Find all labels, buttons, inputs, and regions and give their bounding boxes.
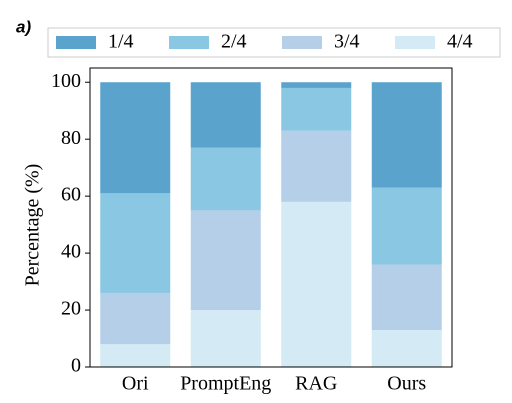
- plot-frame: [89, 67, 453, 368]
- x-tick-label: Ours: [387, 373, 426, 395]
- x-tick-label: Ori: [122, 373, 149, 395]
- y-tick-label: 0: [71, 355, 81, 377]
- bar-segment: [371, 264, 442, 330]
- x-tick-label: RAG: [295, 373, 337, 395]
- legend-label: 1/4: [108, 31, 134, 53]
- y-tick-label: 20: [61, 298, 81, 320]
- legend-label: 2/4: [221, 31, 247, 53]
- legend-label: 3/4: [334, 31, 360, 53]
- y-tick-label: 100: [51, 70, 81, 92]
- bar-segment: [100, 193, 171, 293]
- legend-swatch: [169, 36, 209, 49]
- bar-segment: [100, 292, 171, 345]
- y-tick-label: 40: [61, 241, 81, 263]
- bar-segment: [190, 310, 261, 367]
- panel-label: a): [16, 17, 31, 36]
- y-tick-label: 80: [61, 127, 81, 149]
- bar-segment: [100, 82, 171, 194]
- bar-segment: [100, 344, 171, 367]
- bar-segment: [371, 82, 442, 188]
- legend-box: [47, 27, 501, 58]
- bar-segment: [190, 82, 261, 148]
- bar-segment: [371, 187, 442, 265]
- legend-label: 4/4: [447, 31, 473, 53]
- legend-swatch: [395, 36, 435, 49]
- bar-segment: [190, 147, 261, 211]
- bar-segment: [281, 87, 352, 131]
- x-tick-label: PromptEng: [180, 373, 271, 395]
- bar-segment: [371, 329, 442, 367]
- legend-swatch: [56, 36, 96, 49]
- bar-segment: [281, 82, 352, 88]
- y-tick-label: 60: [61, 184, 81, 206]
- bar-segment: [281, 201, 352, 367]
- legend-swatch: [282, 36, 322, 49]
- y-axis-label: Percentage (%): [22, 164, 44, 287]
- bar-segment: [281, 130, 352, 202]
- bar-segment: [190, 210, 261, 311]
